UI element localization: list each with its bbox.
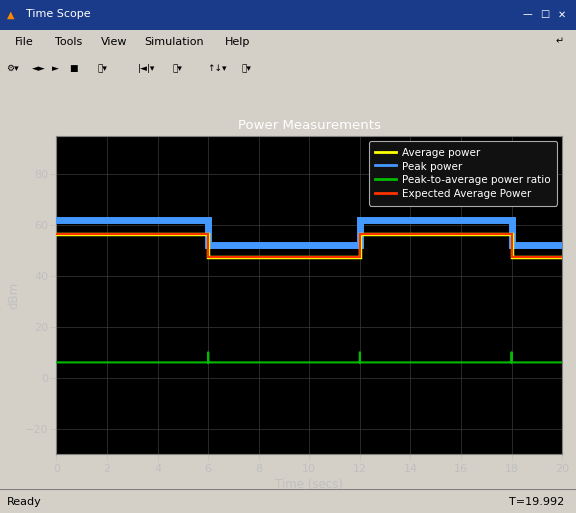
Text: □: □ — [540, 9, 549, 19]
Text: —: — — [522, 9, 532, 19]
Text: ↵: ↵ — [555, 36, 563, 47]
Text: |◄|▾: |◄|▾ — [138, 64, 156, 73]
Title: Power Measurements: Power Measurements — [238, 119, 381, 132]
Legend: Average power, Peak power, Peak-to-average power ratio, Expected Average Power: Average power, Peak power, Peak-to-avera… — [369, 141, 557, 206]
Text: ✕: ✕ — [558, 9, 566, 19]
Text: Ready: Ready — [7, 498, 41, 507]
Text: ⬜▾: ⬜▾ — [173, 64, 183, 73]
Text: File: File — [14, 36, 33, 47]
Text: Tools: Tools — [55, 36, 82, 47]
Text: View: View — [101, 36, 127, 47]
Text: ◄►: ◄► — [32, 64, 46, 73]
Text: ■: ■ — [69, 64, 78, 73]
Text: ⬜▾: ⬜▾ — [242, 64, 252, 73]
Text: Help: Help — [225, 36, 250, 47]
Text: Time Scope: Time Scope — [26, 9, 90, 19]
X-axis label: Time (secs): Time (secs) — [275, 478, 343, 491]
Text: ↑↓▾: ↑↓▾ — [207, 64, 227, 73]
Text: ▲: ▲ — [7, 9, 14, 19]
Text: ►: ► — [52, 64, 59, 73]
Text: Simulation: Simulation — [144, 36, 204, 47]
Text: ⚙▾: ⚙▾ — [6, 64, 18, 73]
Text: ⬜▾: ⬜▾ — [98, 64, 108, 73]
Y-axis label: dBm: dBm — [7, 282, 21, 308]
Text: T=19.992: T=19.992 — [509, 498, 564, 507]
